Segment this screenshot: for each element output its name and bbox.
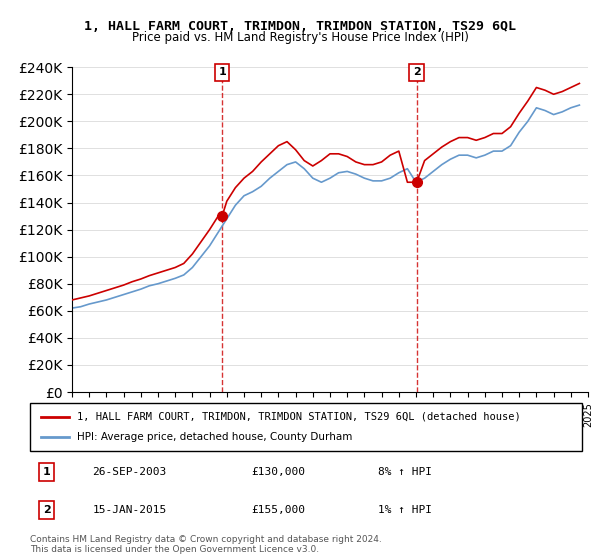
Text: £155,000: £155,000	[251, 505, 305, 515]
Text: 1% ↑ HPI: 1% ↑ HPI	[379, 505, 433, 515]
Text: 2: 2	[413, 67, 421, 77]
Text: 1: 1	[218, 67, 226, 77]
Text: 26-SEP-2003: 26-SEP-2003	[92, 467, 166, 477]
FancyBboxPatch shape	[30, 403, 582, 451]
Text: 1: 1	[43, 467, 50, 477]
Text: Price paid vs. HM Land Registry's House Price Index (HPI): Price paid vs. HM Land Registry's House …	[131, 31, 469, 44]
Text: HPI: Average price, detached house, County Durham: HPI: Average price, detached house, Coun…	[77, 432, 352, 442]
Text: Contains HM Land Registry data © Crown copyright and database right 2024.
This d: Contains HM Land Registry data © Crown c…	[30, 535, 382, 554]
Text: £130,000: £130,000	[251, 467, 305, 477]
Text: 15-JAN-2015: 15-JAN-2015	[92, 505, 166, 515]
Text: 1, HALL FARM COURT, TRIMDON, TRIMDON STATION, TS29 6QL (detached house): 1, HALL FARM COURT, TRIMDON, TRIMDON STA…	[77, 412, 521, 422]
Text: 8% ↑ HPI: 8% ↑ HPI	[379, 467, 433, 477]
Text: 2: 2	[43, 505, 50, 515]
Text: 1, HALL FARM COURT, TRIMDON, TRIMDON STATION, TS29 6QL: 1, HALL FARM COURT, TRIMDON, TRIMDON STA…	[84, 20, 516, 32]
